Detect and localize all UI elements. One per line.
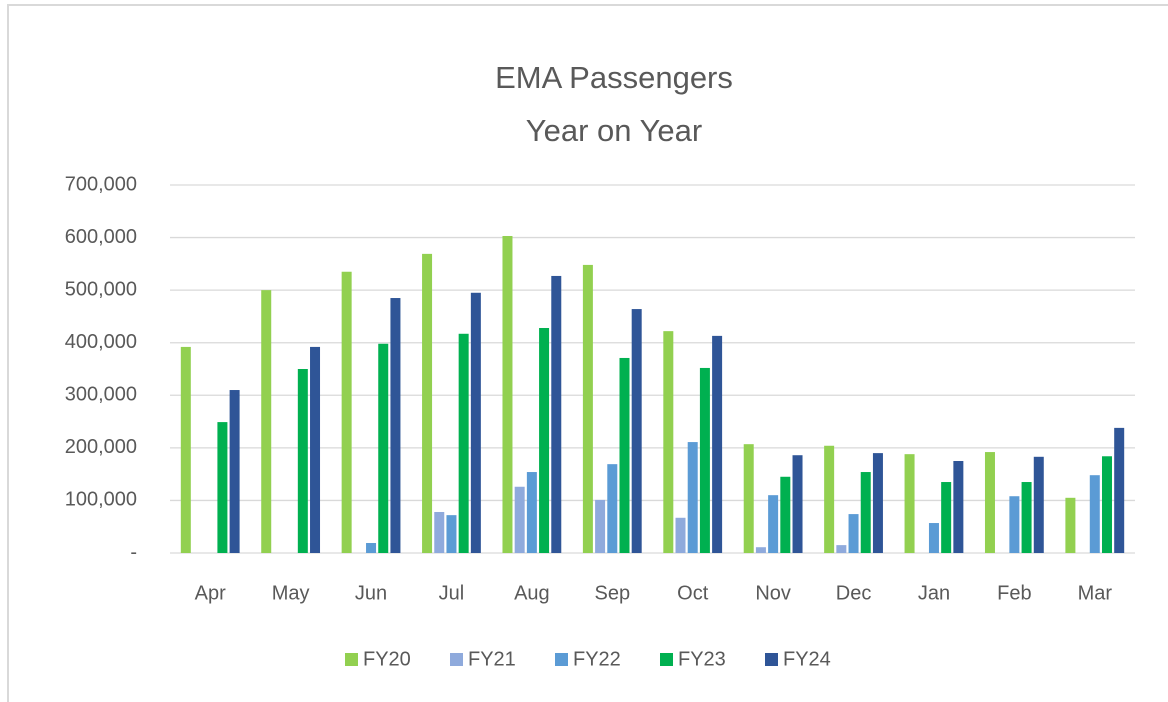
bar: [792, 455, 803, 553]
legend-label: FY24: [783, 648, 831, 670]
y-tick-label: 400,000: [65, 331, 137, 353]
legend-swatch: [345, 653, 358, 666]
bar: [217, 422, 228, 553]
legend-label: FY22: [573, 648, 621, 670]
y-tick-label: 300,000: [65, 384, 137, 406]
bar: [434, 511, 445, 553]
bar: [699, 367, 710, 553]
bar: [663, 331, 674, 553]
bar: [824, 445, 835, 553]
bar: [780, 476, 791, 553]
x-tick-label: Nov: [755, 582, 791, 604]
bar: [712, 335, 723, 553]
bar: [297, 369, 308, 553]
chart-title: EMA Passengers: [495, 60, 733, 95]
x-tick-label: Jul: [439, 582, 465, 604]
bar: [607, 464, 618, 553]
bar: [1065, 497, 1076, 553]
bar: [768, 495, 779, 553]
bar: [261, 290, 272, 553]
bar: [1021, 482, 1032, 553]
bar: [848, 514, 859, 553]
x-tick-label: Oct: [677, 582, 709, 604]
x-tick-label: Feb: [997, 582, 1031, 604]
y-tick-label: 100,000: [65, 489, 137, 511]
bar: [687, 442, 698, 553]
y-tick-label: 500,000: [65, 278, 137, 300]
bar: [470, 292, 481, 553]
bar: [341, 271, 352, 553]
bar: [743, 444, 754, 553]
legend-swatch: [450, 653, 463, 666]
bar: [422, 253, 433, 553]
bar: [526, 472, 537, 553]
bar: [941, 482, 952, 553]
bar: [1033, 456, 1044, 553]
chart-subtitle: Year on Year: [526, 113, 702, 148]
bar: [551, 275, 562, 553]
bar: [229, 390, 240, 553]
bar: [1114, 427, 1125, 553]
legend-label: FY23: [678, 648, 726, 670]
legend-label: FY20: [363, 648, 411, 670]
bar: [502, 235, 513, 553]
legend-label: FY21: [468, 648, 516, 670]
bar: [1101, 456, 1112, 553]
bar: [1089, 475, 1100, 553]
x-tick-label: Jun: [355, 582, 387, 604]
x-tick-label: Sep: [594, 582, 630, 604]
bar: [595, 499, 606, 553]
bar: [675, 517, 686, 553]
x-tick-label: Dec: [836, 582, 872, 604]
bar: [514, 486, 525, 553]
bar: [872, 453, 883, 553]
x-tick-label: Aug: [514, 582, 550, 604]
legend-swatch: [555, 653, 568, 666]
legend-swatch: [660, 653, 673, 666]
bar: [860, 472, 871, 553]
bar: [904, 454, 915, 553]
x-tick-label: Jan: [918, 582, 950, 604]
bar: [180, 346, 191, 553]
x-tick-label: Apr: [195, 582, 226, 604]
y-tick-label: 600,000: [65, 226, 137, 248]
bar: [631, 309, 642, 553]
bar: [458, 333, 469, 553]
x-tick-label: Mar: [1078, 582, 1113, 604]
bar: [755, 547, 766, 553]
x-tick-label: May: [272, 582, 310, 604]
bar: [836, 545, 847, 553]
y-tick-label: 700,000: [65, 173, 137, 195]
bar: [310, 346, 321, 553]
bar: [390, 298, 401, 553]
y-tick-label: 200,000: [65, 436, 137, 458]
bar: [984, 452, 995, 553]
bar: [539, 327, 550, 553]
y-tick-label: -: [130, 541, 137, 563]
bar: [582, 264, 593, 553]
legend-swatch: [765, 653, 778, 666]
bar: [378, 343, 389, 553]
bar: [619, 357, 630, 553]
bar: [953, 461, 964, 553]
bar: [446, 515, 457, 553]
bar: [366, 543, 377, 553]
bar: [1009, 496, 1020, 553]
bar: [928, 523, 939, 553]
